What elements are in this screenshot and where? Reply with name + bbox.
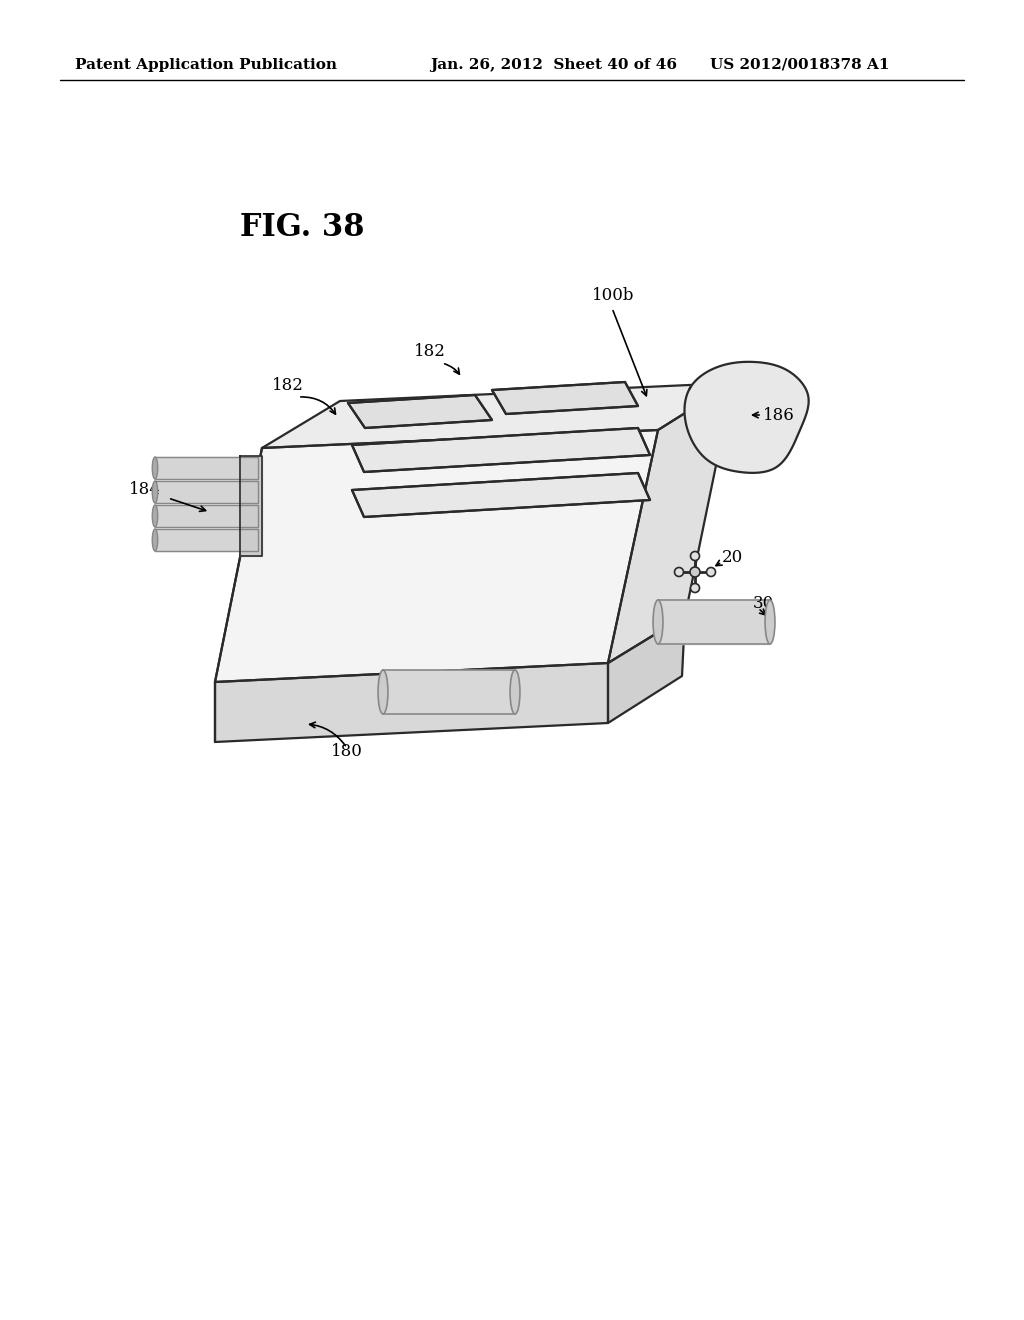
Polygon shape [684, 362, 809, 473]
Ellipse shape [675, 568, 683, 577]
Ellipse shape [653, 601, 663, 644]
Polygon shape [155, 457, 258, 479]
Polygon shape [155, 529, 258, 550]
Text: Patent Application Publication: Patent Application Publication [75, 58, 337, 73]
Ellipse shape [690, 583, 699, 593]
Polygon shape [240, 455, 262, 556]
Text: 182: 182 [272, 376, 304, 393]
Text: 100b: 100b [592, 286, 635, 304]
Polygon shape [155, 506, 258, 527]
Text: Jan. 26, 2012  Sheet 40 of 46: Jan. 26, 2012 Sheet 40 of 46 [430, 58, 677, 73]
Ellipse shape [378, 671, 388, 714]
Text: 180: 180 [331, 743, 362, 760]
Text: US 2012/0018378 A1: US 2012/0018378 A1 [710, 58, 890, 73]
Text: 30: 30 [753, 594, 774, 611]
Text: 186: 186 [763, 407, 795, 424]
Text: 20: 20 [722, 549, 743, 566]
Polygon shape [262, 383, 733, 447]
Polygon shape [658, 601, 770, 644]
Ellipse shape [153, 529, 158, 550]
Polygon shape [352, 473, 650, 517]
Ellipse shape [690, 552, 699, 561]
Polygon shape [608, 616, 685, 723]
Ellipse shape [153, 457, 158, 479]
Ellipse shape [707, 568, 716, 577]
Polygon shape [383, 671, 515, 714]
Polygon shape [348, 395, 492, 428]
Ellipse shape [510, 671, 520, 714]
Polygon shape [352, 428, 650, 473]
Ellipse shape [690, 568, 700, 577]
Text: 184: 184 [129, 482, 161, 499]
Polygon shape [155, 480, 258, 503]
Text: 182: 182 [414, 343, 445, 360]
Ellipse shape [765, 601, 775, 644]
Ellipse shape [153, 506, 158, 527]
Ellipse shape [153, 480, 158, 503]
Polygon shape [492, 381, 638, 414]
Text: FIG. 38: FIG. 38 [240, 213, 365, 243]
Polygon shape [608, 383, 733, 663]
Polygon shape [215, 430, 658, 682]
Polygon shape [215, 663, 608, 742]
